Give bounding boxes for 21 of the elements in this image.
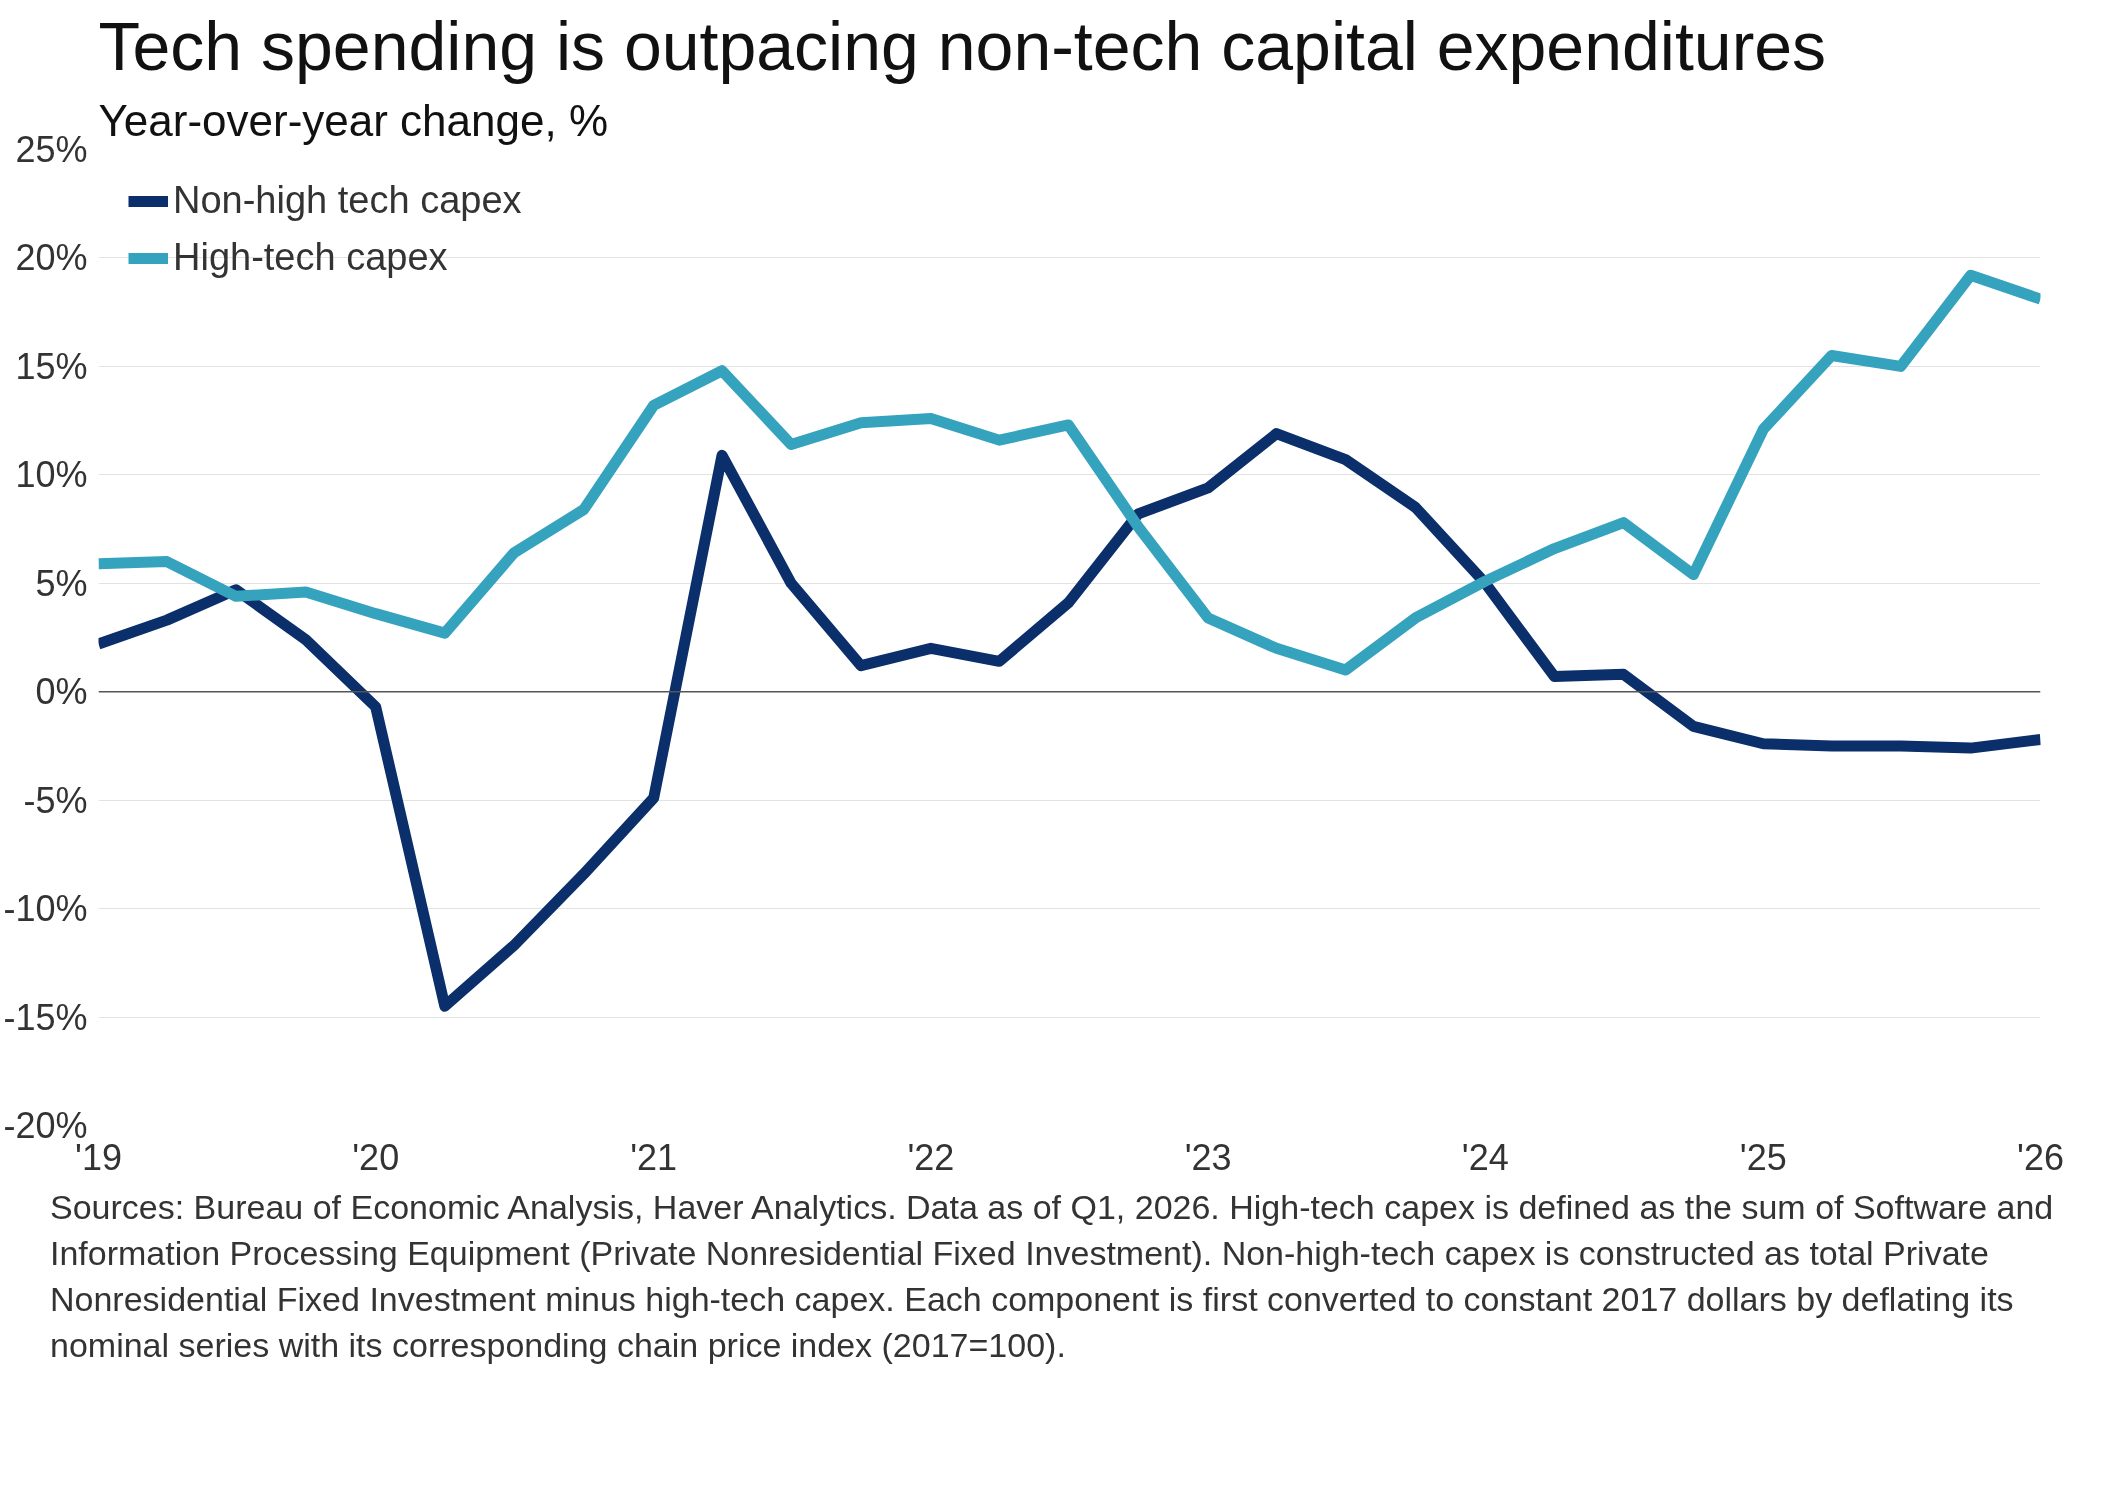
x-tick-label: '23 (1184, 1136, 1232, 1178)
legend-label: High-tech capex (173, 236, 448, 279)
y-tick-label: 5% (35, 562, 88, 604)
x-tick-label: '21 (630, 1136, 678, 1178)
y-tick-label: 15% (15, 345, 88, 387)
y-tick-label: 0% (35, 671, 88, 713)
y-tick-label: -5% (23, 779, 88, 821)
y-tick-label: -15% (3, 996, 88, 1038)
x-tick-label: '20 (352, 1136, 400, 1178)
x-tick-label: '22 (907, 1136, 955, 1178)
y-tick-label: 20% (15, 237, 88, 279)
x-tick-label: '26 (2017, 1136, 2064, 1178)
source-note: Sources: Bureau of Economic Analysis, Haver Analytics. Data as of Q1, 2026. High-tech capex is defined as the sum of Software and Information Processing Equipment (Private Nonresidential Fixed Investment). Non-high-tech capex is constructed as total Private Nonresidential Fixed Investment minus high-tech capex. Each component is first converted to constant 2017 dollars by deflating its nominal series with its corresponding chain price index (2017=100). (50, 1187, 2055, 1366)
y-axis-title: Year-over-year change, % (98, 95, 609, 145)
chart-title: Tech spending is outpacing non-tech capital expenditures (98, 7, 1827, 84)
x-tick-label: '24 (1461, 1136, 1509, 1178)
y-tick-label: -10% (3, 888, 88, 930)
legend-label: Non-high tech capex (173, 179, 522, 222)
y-tick-label: 10% (15, 454, 88, 496)
x-tick-label: '25 (1739, 1136, 1787, 1178)
y-tick-label: 25% (15, 129, 88, 170)
